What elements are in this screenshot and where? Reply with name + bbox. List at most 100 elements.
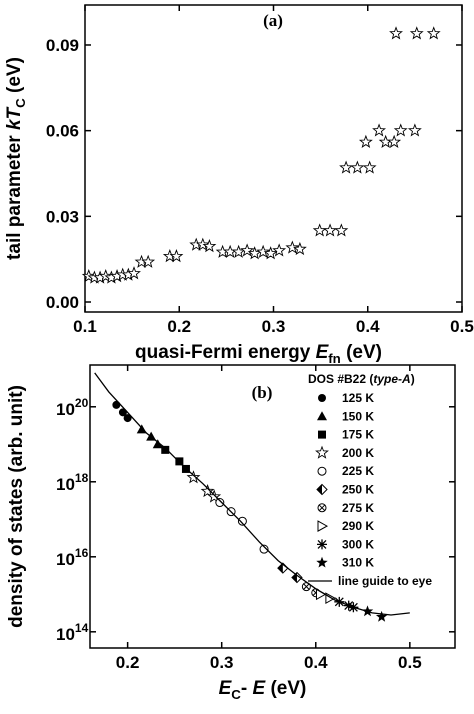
legend-label: 310 K [342, 556, 374, 570]
marker [389, 26, 403, 40]
marker [186, 470, 201, 484]
legend-label: 225 K [342, 464, 374, 478]
marker [393, 123, 408, 137]
marker [409, 26, 424, 40]
label-part: quasi-Fermi energy [135, 342, 316, 363]
legend-label: 290 K [342, 519, 374, 533]
x-tick-label: 0.2 [167, 317, 191, 336]
marker [169, 249, 184, 263]
marker [161, 445, 170, 454]
legend-label: 200 K [342, 446, 374, 460]
marker-part [303, 583, 310, 590]
legend-marker [318, 430, 326, 439]
legend-marker [317, 466, 327, 476]
legend-marker [316, 483, 328, 496]
x-tick-label: 0.2 [116, 653, 140, 672]
tick-base: 10 [56, 400, 75, 419]
marker [112, 400, 121, 409]
label-part: (eV) [265, 678, 306, 699]
x-tick-label: 0.4 [356, 317, 380, 336]
marker [272, 243, 287, 257]
label-part: C [231, 687, 241, 702]
label-part: E [219, 678, 233, 699]
legend-title: DOS #B22 (type-A) [308, 372, 415, 386]
marker [152, 439, 163, 449]
marker [334, 223, 349, 237]
label-part: C [13, 98, 28, 108]
legend-marker [317, 411, 327, 421]
legend-label: 150 K [342, 409, 374, 423]
y-tick-label: 0.09 [46, 36, 79, 55]
tick-base: 10 [56, 475, 75, 494]
marker [215, 498, 225, 508]
x-tick-label: 0.5 [450, 317, 474, 336]
label-part: E [253, 678, 267, 699]
legend-marker [317, 503, 327, 513]
marker [323, 223, 337, 237]
legend-marker [316, 556, 328, 568]
marker [263, 246, 278, 260]
marker [237, 516, 247, 526]
plot-frame [89, 364, 456, 649]
legend-marker [317, 520, 329, 532]
marker [372, 123, 386, 137]
y-tick-label: 1020 [56, 396, 89, 419]
y-tick-label: 0.03 [46, 207, 79, 226]
marker [207, 489, 222, 503]
tick-exponent: 18 [75, 471, 89, 485]
tick-base: 10 [56, 625, 75, 644]
legend-label: 300 K [342, 537, 374, 551]
marker [339, 160, 354, 174]
tick-base: 10 [56, 550, 75, 569]
label-part: kT [4, 106, 25, 130]
tick-exponent: 16 [75, 546, 89, 560]
label-part: - [241, 678, 253, 699]
marker [292, 241, 307, 256]
legend-marker [317, 539, 327, 550]
marker [350, 160, 365, 174]
marker [256, 244, 271, 258]
plot-frame [84, 4, 463, 313]
x-tick-label: 0.4 [304, 653, 328, 672]
marker [426, 26, 441, 40]
marker [312, 223, 327, 237]
marker [141, 254, 156, 268]
marker-part [277, 563, 283, 574]
marker [200, 483, 215, 498]
label-part: (eV) [341, 342, 382, 363]
marker [407, 123, 422, 137]
y-tick-label: 0.00 [46, 293, 79, 312]
marker [362, 160, 377, 174]
y-axis-label: density of states (arb. unit) [6, 385, 27, 628]
label-part: (eV) [4, 57, 25, 98]
marker [127, 266, 141, 280]
legend-marker [315, 445, 329, 459]
marker [231, 244, 246, 258]
label-part: type-A [373, 372, 410, 386]
marker [202, 239, 217, 253]
x-axis-label: EC- E (eV) [219, 678, 307, 702]
x-tick-label: 0.5 [398, 653, 422, 672]
guide-line [94, 372, 410, 616]
x-axis-label: quasi-Fermi energy Efn (eV) [135, 342, 382, 366]
legend-label: 175 K [342, 428, 374, 442]
marker [259, 544, 269, 554]
label-part: DOS #B22 ( [308, 372, 373, 386]
label-part: ) [411, 372, 415, 386]
marker [240, 243, 255, 257]
y-tick-label: 1014 [56, 621, 89, 644]
legend-label: 125 K [342, 391, 374, 405]
label-part: density of states (arb. unit) [6, 385, 27, 628]
y-axis-label: tail parameter kTC (eV) [4, 57, 28, 260]
marker [361, 605, 374, 617]
label-part: E [316, 342, 330, 363]
marker [123, 414, 132, 423]
y-tick-label: 0.06 [46, 122, 79, 141]
y-tick-label: 1016 [56, 546, 89, 569]
legend-marker [318, 394, 326, 402]
panel-title: (b) [252, 383, 273, 402]
x-tick-label: 0.3 [210, 653, 234, 672]
label-part: fn [328, 351, 341, 366]
y-tick-label: 1018 [56, 471, 89, 494]
